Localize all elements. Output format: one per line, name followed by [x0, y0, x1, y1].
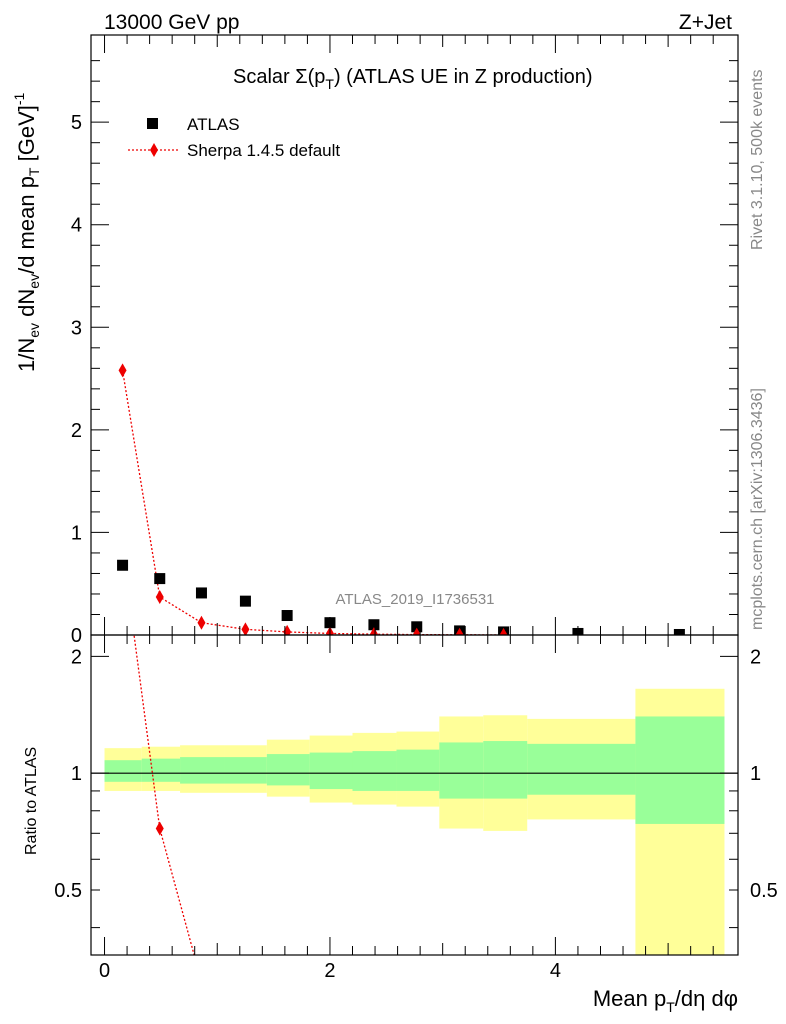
- ratio-plot-panel: 0.5 0.51 12 20 2 4 Ratio to ATLAS Mean pT/dη …: [23, 542, 778, 1015]
- sherpa-data-point: [283, 624, 292, 635]
- rivet-version-label: Rivet 3.1.10, 500k events: [749, 69, 766, 250]
- sherpa-data-point: [455, 627, 464, 635]
- analysis-watermark: ATLAS_2019_I1736531: [335, 591, 494, 608]
- atlas-data-point: [673, 628, 685, 635]
- atlas-data-point: [195, 587, 207, 599]
- green-band-bin: [180, 757, 225, 784]
- green-band-bin: [527, 743, 636, 795]
- green-band-bin: [309, 752, 353, 790]
- sherpa-data-point: [118, 363, 127, 378]
- sherpa-data-point: [197, 615, 206, 630]
- y-tick-label: 5: [71, 112, 82, 134]
- y-tick-label: 1: [71, 522, 82, 544]
- legend-atlas-marker: [147, 118, 158, 129]
- plot-title: Scalar Σ(pT) (ATLAS UE in Z production): [233, 66, 593, 92]
- ratio-y-tick-label-left: 1: [71, 763, 82, 785]
- x-axis-label: Mean pT/dη dφ: [593, 986, 738, 1015]
- x-tick-label: 0: [99, 960, 110, 982]
- y-tick-label: 4: [71, 215, 82, 237]
- legend-atlas-label: ATLAS: [187, 115, 240, 134]
- green-band-bin: [104, 760, 142, 782]
- atlas-data-point: [117, 559, 129, 571]
- main-plot-tick-labels: 0 1 2 3 4 5: [71, 112, 82, 647]
- green-band-bin: [635, 716, 725, 824]
- atlas-data-point: [368, 619, 380, 631]
- sherpa-data-point: [241, 622, 250, 635]
- atlas-data-point: [154, 573, 166, 585]
- ratio-sherpa-point: [119, 542, 127, 556]
- ratio-plot-content: [91, 542, 738, 989]
- main-plot-ticks: [91, 35, 738, 636]
- legend-sherpa-label: Sherpa 1.4.5 default: [187, 141, 340, 160]
- atlas-data-point: [281, 610, 293, 622]
- green-band-bin: [266, 754, 310, 786]
- uncertainty-band-green: [104, 716, 725, 824]
- ratio-sherpa-line: [133, 635, 195, 955]
- sherpa-data-point: [369, 627, 378, 635]
- green-band-bin: [141, 758, 181, 782]
- green-band-bin: [483, 741, 528, 799]
- ratio-y-tick-label-right: 0.5: [750, 880, 778, 902]
- sherpa-data-point: [412, 627, 421, 635]
- y-tick-label: 2: [71, 420, 82, 442]
- ratio-y-tick-label-left: 0.5: [54, 880, 82, 902]
- ratio-y-tick-label-left: 2: [71, 646, 82, 668]
- main-plot-ylabel: 1/Nev dNev/d mean pT [GeV]-1: [11, 92, 42, 372]
- ratio-plot-frame: [90, 634, 739, 956]
- atlas-data-point: [239, 595, 251, 607]
- header-energy: 13000 GeV pp: [104, 11, 239, 34]
- ratio-plot-tick-labels: 0.5 0.5 1 1 2 2 0 2 4: [54, 646, 778, 982]
- ratio-y-tick-label-right: 1: [750, 763, 761, 785]
- green-band-bin: [396, 749, 440, 791]
- legend-sherpa-marker: [150, 143, 158, 157]
- y-tick-label: 0: [71, 625, 82, 647]
- atlas-data-point: [411, 621, 423, 633]
- ratio-plot-ylabel: Ratio to ATLAS: [23, 747, 40, 855]
- uncertainty-band-yellow: [104, 688, 725, 955]
- main-plot-panel: 0 1 2 3 4 5 Scalar Σ(pT) (ATLAS UE in Z produ…: [11, 34, 739, 647]
- y-tick-label: 3: [71, 317, 82, 339]
- header-process: Z+Jet: [679, 11, 732, 34]
- green-band-bin: [352, 751, 397, 791]
- legend: ATLAS Sherpa 1.4.5 default: [128, 115, 340, 160]
- ratio-y-tick-label-right: 2: [750, 646, 761, 668]
- green-band-bin: [224, 757, 267, 784]
- x-tick-label: 2: [324, 960, 335, 982]
- sherpa-data-point: [155, 590, 164, 605]
- green-band-bin: [439, 742, 484, 799]
- mcplots-reference-label: mcplots.cern.ch [arXiv:1306.3436]: [749, 388, 766, 630]
- ratio-plot-ticks: [91, 635, 738, 955]
- sherpa-data-point: [499, 627, 508, 635]
- ratio-sherpa-point: [155, 821, 164, 836]
- x-tick-label: 4: [550, 960, 561, 982]
- ratio-sherpa-point: [197, 975, 205, 989]
